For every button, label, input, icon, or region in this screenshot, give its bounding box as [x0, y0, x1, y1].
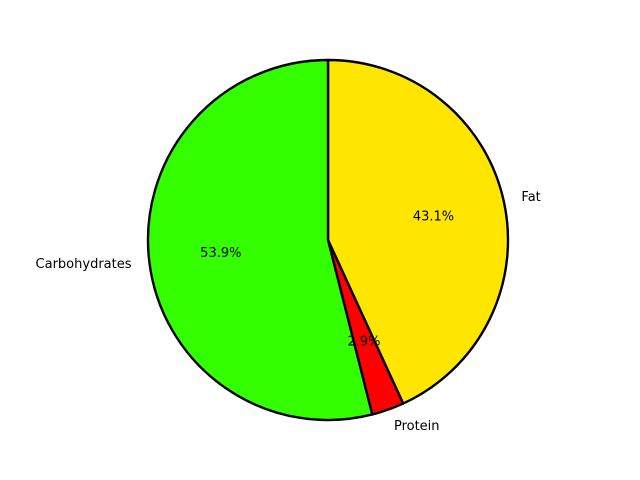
pie-slice-fat [326, 58, 510, 405]
slice-percent-carbohydrates: 53.9% [200, 246, 241, 261]
pie-slices [146, 58, 510, 422]
slice-label-carbohydrates: Carbohydrates [36, 257, 132, 272]
slice-percent-protein: 2.9% [347, 334, 380, 349]
pie-slice-carbohydrates [146, 58, 374, 422]
slice-label-protein: Protein [394, 419, 440, 434]
slice-percent-fat: 43.1% [413, 209, 454, 224]
pie-labels: Fat 43.1% Protein 2.9% Carbohydrates 53.9% [36, 190, 541, 434]
slice-label-fat: Fat [521, 190, 540, 205]
